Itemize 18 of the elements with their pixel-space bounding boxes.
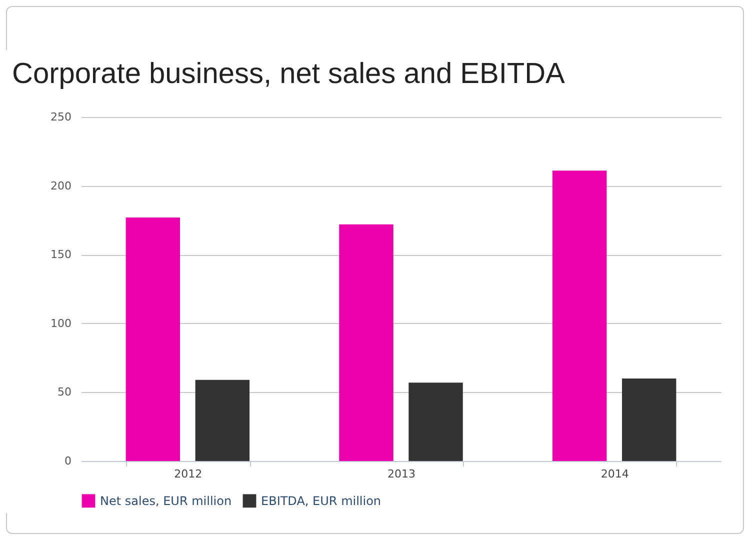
y-tick-label: 50 bbox=[58, 386, 72, 399]
x-tick-label: 2013 bbox=[388, 468, 416, 480]
x-tick-label: 2012 bbox=[174, 468, 202, 480]
bar bbox=[552, 170, 607, 461]
chart-title: Corporate business, net sales and EBITDA bbox=[12, 58, 566, 90]
x-tick-label: 2014 bbox=[600, 468, 629, 480]
y-tick-label: 0 bbox=[64, 454, 72, 468]
y-tick-label: 200 bbox=[50, 179, 72, 192]
bar bbox=[622, 378, 676, 461]
bar bbox=[339, 224, 394, 461]
legend-label: EBITDA, EUR million bbox=[261, 494, 382, 508]
y-tick-label: 100 bbox=[50, 316, 72, 330]
y-tick-label: 150 bbox=[50, 248, 72, 262]
y-tick-label: 250 bbox=[50, 110, 72, 124]
bar bbox=[126, 217, 180, 461]
bar bbox=[195, 380, 250, 461]
legend-label: Net sales, EUR million bbox=[100, 494, 232, 508]
bar bbox=[408, 382, 463, 461]
